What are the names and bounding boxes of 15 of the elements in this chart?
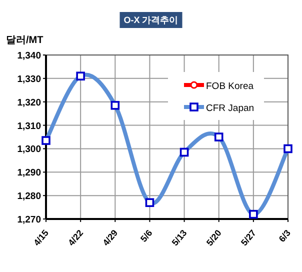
legend-label: CFR Japan <box>206 103 254 114</box>
y-tick-label: 1,300 <box>17 144 41 156</box>
y-tick-label: 1,290 <box>17 168 41 179</box>
title: O-X 가격추이 <box>120 12 182 28</box>
y-tick-label: 1,320 <box>17 97 41 108</box>
y-tick-label: 1,270 <box>17 214 41 226</box>
y-tick-label: 1,340 <box>17 50 41 62</box>
y-tick-label: 1,310 <box>17 120 41 132</box>
legend-label: FOB Korea <box>206 81 254 92</box>
x-tick-label: 5/6 <box>138 228 154 244</box>
y-axis-title: 달러/MT <box>6 35 44 46</box>
chart-title: O-X 가격추이 <box>124 15 178 25</box>
y-tick-label: 1,280 <box>17 191 41 202</box>
x-tick-label: 6/3 <box>276 228 293 244</box>
y-tick-label: 1,330 <box>17 74 41 85</box>
